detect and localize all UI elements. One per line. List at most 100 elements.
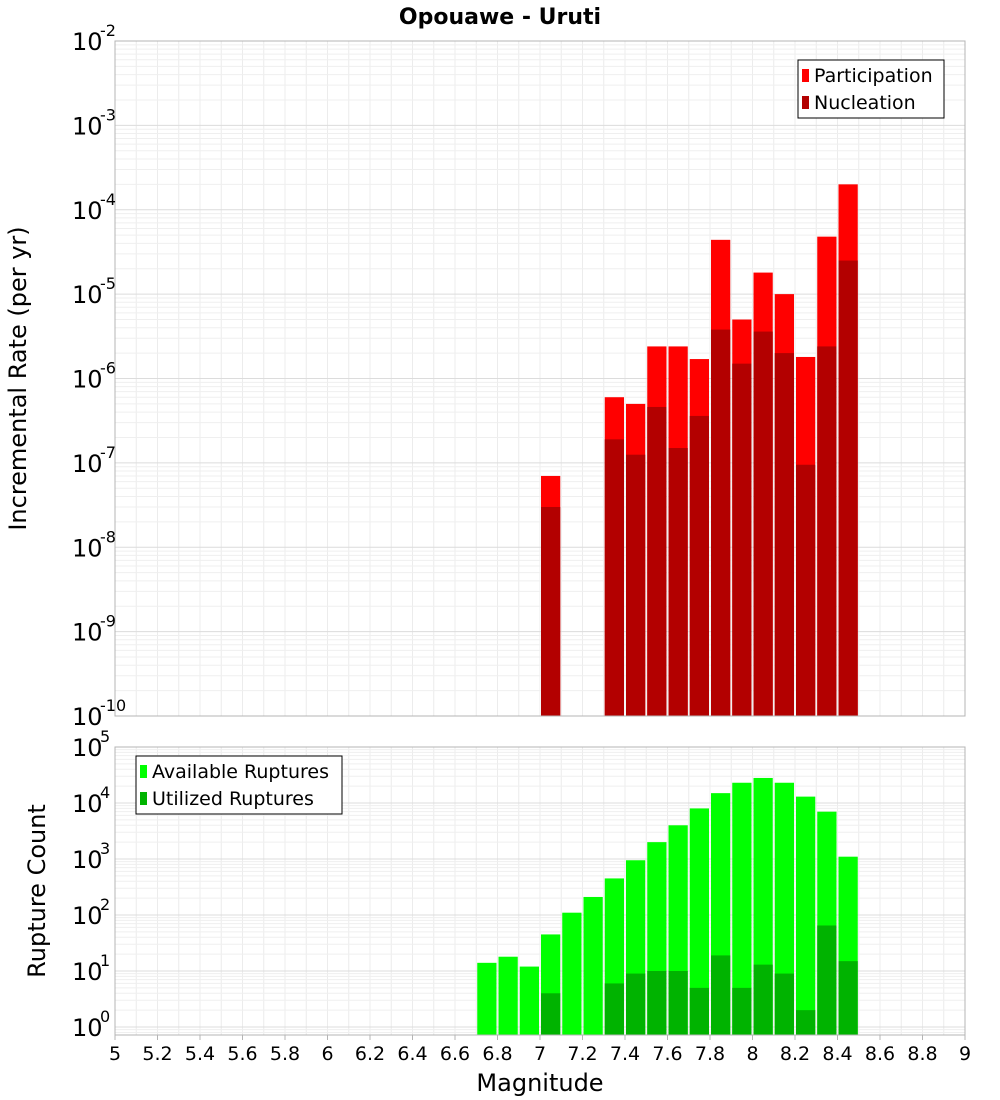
y-tick-base: 10 bbox=[72, 790, 103, 818]
bar-back-1 bbox=[689, 808, 709, 1035]
bar-back-1 bbox=[498, 956, 518, 1035]
y-axis-label: Incremental Rate (per yr) bbox=[4, 226, 32, 530]
x-tick-label: 5.2 bbox=[142, 1043, 172, 1065]
bar-front-0 bbox=[753, 331, 773, 716]
bar-front-1 bbox=[796, 1010, 816, 1035]
y-tick-label: 10-9 bbox=[72, 612, 116, 647]
y-tick-label: 104 bbox=[72, 783, 110, 818]
y-tick-exponent: 0 bbox=[100, 1007, 110, 1026]
x-tick-label: 5.8 bbox=[270, 1043, 300, 1065]
x-tick-label: 5.4 bbox=[185, 1043, 215, 1065]
y-tick-label: 10-8 bbox=[72, 527, 116, 562]
y-tick-label: 10-3 bbox=[72, 105, 116, 140]
bar-back-1 bbox=[774, 782, 794, 1035]
legend-label: Nucleation bbox=[814, 92, 916, 114]
x-tick-label: 7.8 bbox=[695, 1043, 725, 1065]
y-tick-base: 10 bbox=[72, 197, 103, 225]
x-tick-label: 6.8 bbox=[482, 1043, 512, 1065]
y-tick-base: 10 bbox=[72, 958, 103, 986]
y-tick-exponent: -10 bbox=[100, 696, 126, 715]
bar-front-1 bbox=[604, 983, 624, 1035]
y-axis-label: Rupture Count bbox=[23, 804, 51, 978]
legend-box bbox=[135, 755, 343, 815]
y-tick-exponent: 3 bbox=[100, 839, 110, 858]
y-tick-exponent: 1 bbox=[100, 951, 110, 970]
y-tick-label: 10-6 bbox=[72, 359, 116, 394]
legend-0: Participation Nucleation bbox=[797, 59, 945, 119]
x-tick-label: 7 bbox=[534, 1043, 546, 1065]
y-tick-exponent: -8 bbox=[100, 527, 116, 546]
x-tick-label: 8.2 bbox=[780, 1043, 810, 1065]
y-tick-exponent: 5 bbox=[100, 727, 110, 746]
legend-label: Available Ruptures bbox=[152, 761, 329, 783]
legend-box bbox=[797, 59, 945, 119]
y-tick-exponent: -4 bbox=[100, 190, 116, 209]
plot-frame-0 bbox=[114, 40, 966, 717]
y-tick-base: 10 bbox=[72, 846, 103, 874]
x-tick-label: 6.4 bbox=[397, 1043, 427, 1065]
y-tick-label: 103 bbox=[72, 839, 110, 874]
y-tick-base: 10 bbox=[72, 902, 103, 930]
x-tick-label: 6.6 bbox=[440, 1043, 470, 1065]
legend-swatch bbox=[802, 69, 809, 82]
y-tick-label: 10-2 bbox=[72, 21, 116, 56]
y-tick-label: 100 bbox=[72, 1007, 110, 1042]
y-tick-label: 102 bbox=[72, 895, 110, 930]
chart-title: Opouawe - Uruti bbox=[399, 5, 601, 30]
bar-front-0 bbox=[541, 506, 561, 716]
bar-front-1 bbox=[817, 925, 837, 1035]
bar-back-1 bbox=[583, 896, 603, 1035]
y-tick-exponent: -3 bbox=[100, 105, 116, 124]
y-tick-base: 10 bbox=[72, 450, 103, 478]
y-tick-label: 10-10 bbox=[72, 696, 126, 731]
bar-front-1 bbox=[541, 993, 561, 1035]
bar-front-1 bbox=[732, 987, 752, 1035]
bar-back-1 bbox=[796, 796, 816, 1035]
legend-label: Participation bbox=[814, 65, 933, 87]
bar-front-1 bbox=[838, 961, 858, 1035]
x-axis-label: Magnitude bbox=[476, 1069, 603, 1097]
x-tick-label: 7.6 bbox=[652, 1043, 682, 1065]
bar-back-1 bbox=[732, 782, 752, 1035]
x-tick-label: 6 bbox=[321, 1043, 333, 1065]
y-tick-exponent: -7 bbox=[100, 443, 116, 462]
y-tick-exponent: -9 bbox=[100, 612, 116, 631]
bar-front-1 bbox=[774, 973, 794, 1035]
x-tick-label: 7.2 bbox=[567, 1043, 597, 1065]
y-tick-label: 10-5 bbox=[72, 274, 116, 309]
y-tick-label: 101 bbox=[72, 951, 110, 986]
legend-swatch bbox=[140, 765, 147, 778]
y-tick-base: 10 bbox=[72, 734, 103, 762]
bar-front-0 bbox=[774, 353, 794, 716]
legend-swatch bbox=[140, 792, 147, 805]
bar-front-0 bbox=[604, 439, 624, 716]
bar-front-0 bbox=[732, 363, 752, 716]
bar-front-1 bbox=[711, 955, 731, 1035]
bar-front-0 bbox=[711, 329, 731, 716]
legend-1: Available Ruptures Utilized Ruptures bbox=[135, 755, 343, 815]
legend-swatch bbox=[802, 96, 809, 109]
bar-front-0 bbox=[668, 448, 688, 716]
bar-front-1 bbox=[668, 971, 688, 1035]
y-tick-exponent: 2 bbox=[100, 895, 110, 914]
y-tick-exponent: -2 bbox=[100, 21, 116, 40]
bar-front-0 bbox=[647, 406, 667, 716]
bar-front-1 bbox=[626, 973, 646, 1035]
x-tick-label: 7.4 bbox=[610, 1043, 640, 1065]
bar-front-1 bbox=[647, 971, 667, 1035]
x-tick-label: 9 bbox=[959, 1043, 971, 1065]
bar-back-1 bbox=[562, 912, 582, 1035]
y-tick-base: 10 bbox=[72, 281, 103, 309]
bar-front-1 bbox=[689, 987, 709, 1035]
y-tick-label: 105 bbox=[72, 727, 110, 762]
bar-back-1 bbox=[519, 966, 539, 1035]
legend-label: Utilized Ruptures bbox=[152, 788, 314, 810]
y-tick-exponent: -5 bbox=[100, 274, 116, 293]
bar-front-0 bbox=[838, 260, 858, 716]
y-tick-base: 10 bbox=[72, 112, 103, 140]
x-tick-label: 8.4 bbox=[822, 1043, 852, 1065]
y-tick-base: 10 bbox=[72, 619, 103, 647]
y-tick-base: 10 bbox=[72, 703, 103, 731]
